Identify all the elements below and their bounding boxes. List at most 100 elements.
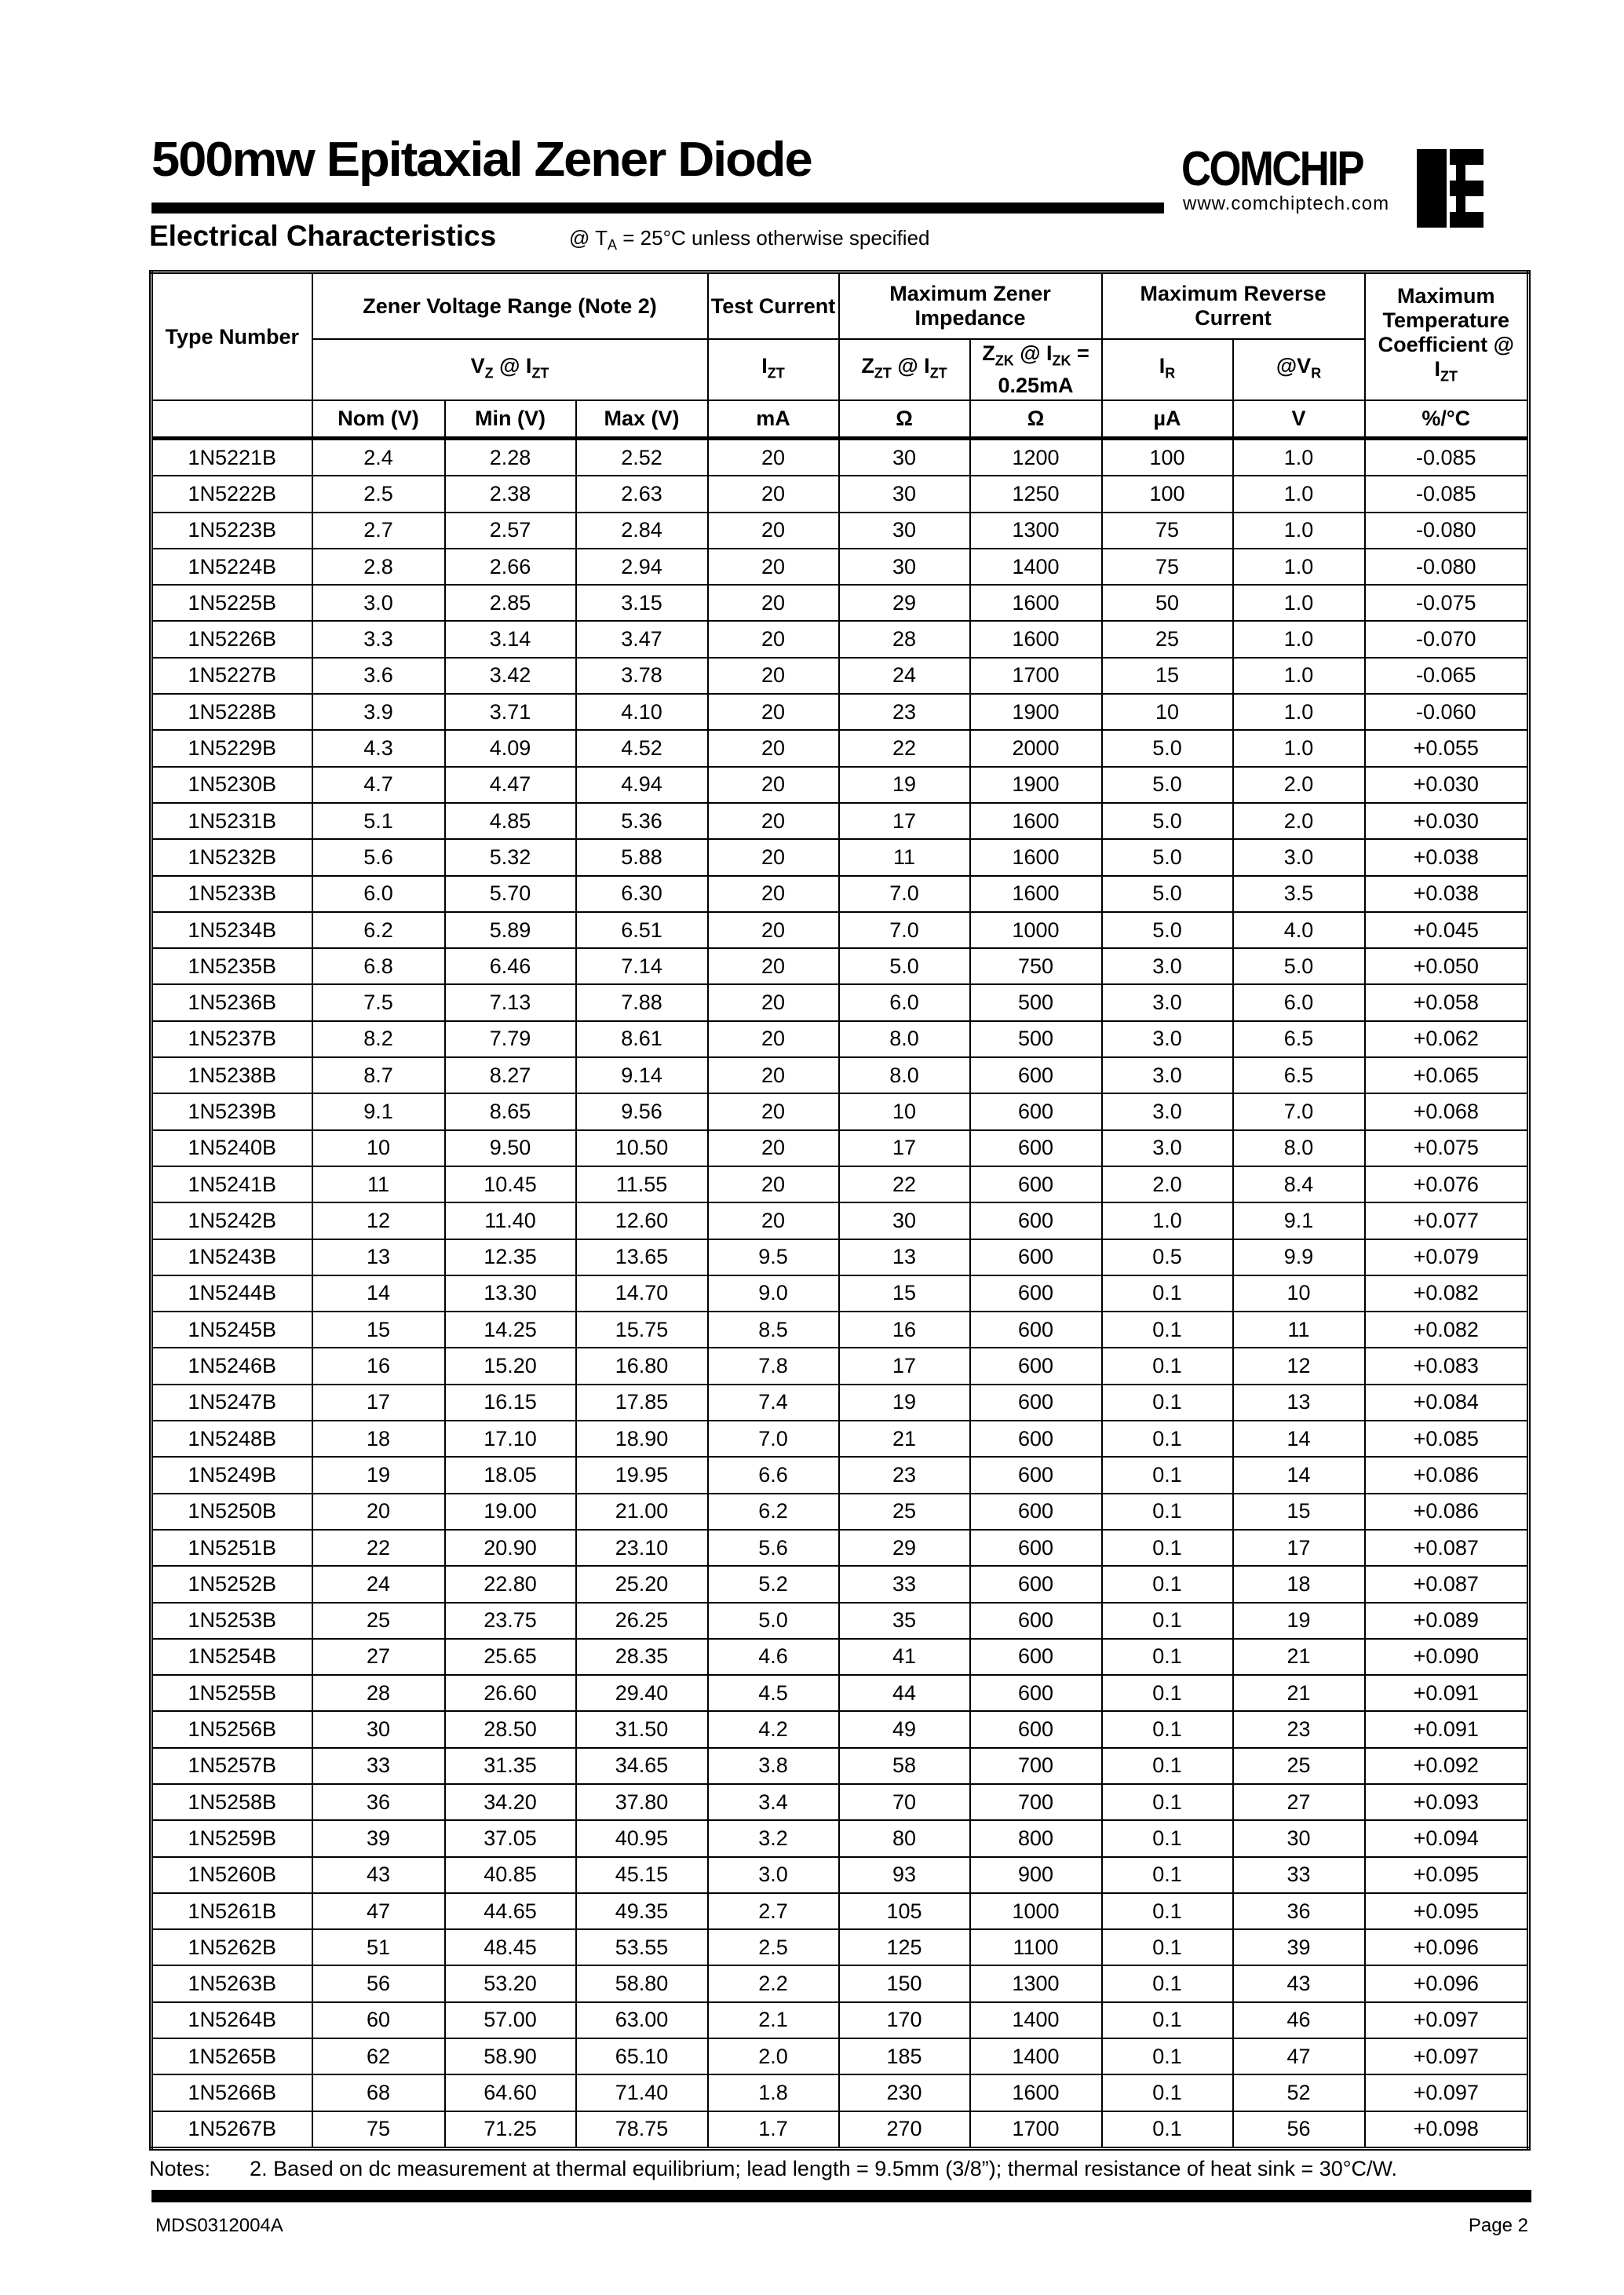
value-cell: 6.51 [575,910,709,950]
value-cell: 14.25 [443,1311,577,1349]
value-cell: 20 [706,1165,840,1204]
type-number-cell: 1N5256B [150,1710,313,1749]
value-cell: 2.94 [575,547,709,586]
value-cell: 44 [838,1674,971,1713]
value-cell: 5.89 [443,910,577,950]
value-cell: 80 [838,1819,971,1858]
value-cell: 4.47 [443,765,577,804]
table-row: 1N5230B 4.7 4.47 4.94 20 19 1900 5.0 2.0 +0.030 [150,765,1530,804]
value-cell: 5.36 [575,801,709,841]
value-cell: 75 [311,2110,446,2150]
header-zener-impedance: Maximum Zener Impedance [838,271,1103,340]
value-cell: 20.90 [443,1528,577,1567]
value-cell: 16 [838,1311,971,1349]
value-cell: 3.0 [1100,983,1234,1022]
value-cell: 10.50 [575,1129,709,1167]
type-number-cell: 1N5239B [150,1093,313,1131]
value-cell: 1100 [969,1928,1103,1967]
type-number-cell: 1N5251B [150,1528,313,1567]
value-cell: +0.087 [1363,1528,1530,1567]
value-cell: 3.0 [1100,1020,1234,1059]
value-cell: 6.2 [706,1492,840,1531]
value-cell: 0.1 [1100,2074,1234,2112]
value-cell: 12 [1232,1347,1366,1385]
type-number-cell: 1N5253B [150,1601,313,1640]
value-cell: 23 [838,1456,971,1494]
value-cell: 30 [838,475,971,513]
value-cell: 25.65 [443,1637,577,1677]
value-cell: 16.80 [575,1347,709,1385]
value-cell: 1600 [969,874,1103,913]
value-cell: 5.0 [1100,801,1234,841]
value-cell: 19 [838,765,971,804]
type-number-cell: 1N5261B [150,1892,313,1931]
value-cell: -0.080 [1363,547,1530,586]
table-row: 1N5222B 2.5 2.38 2.63 20 30 1250 100 1.0 -0.085 [150,475,1530,513]
value-cell: 34.65 [575,1746,709,1785]
value-cell: 10 [1232,1274,1366,1313]
value-cell: 50 [1100,584,1234,622]
type-number-cell: 1N5226B [150,620,313,659]
value-cell: 700 [969,1782,1103,1822]
type-number-cell: 1N5223B [150,511,313,549]
value-cell: 20 [706,729,840,768]
value-cell: 47 [311,1892,446,1931]
type-number-cell: 1N5260B [150,1855,313,1894]
table-row: 1N5250B 20 19.00 21.00 6.2 25 600 0.1 15 +0.086 [150,1492,1530,1531]
value-cell: 900 [969,1855,1103,1894]
value-cell: 28 [838,620,971,659]
header-test-current: Test Current [706,271,840,340]
value-cell: 4.94 [575,765,709,804]
value-cell: +0.084 [1363,1383,1530,1422]
value-cell: 1300 [969,511,1103,549]
value-cell: 1.0 [1232,511,1366,549]
value-cell: 0.1 [1100,1965,1234,2003]
header-zzk: ZZK @ IZK = 0.25mA [969,338,1103,401]
value-cell: +0.065 [1363,1056,1530,1095]
value-cell: 6.8 [311,947,446,986]
value-cell: 25 [838,1492,971,1531]
value-cell: 93 [838,1855,971,1894]
value-cell: 16 [311,1347,446,1385]
value-cell: +0.094 [1363,1819,1530,1858]
value-cell: 600 [969,1637,1103,1677]
value-cell: 51 [311,1928,446,1967]
type-number-cell: 1N5263B [150,1965,313,2003]
type-number-cell: 1N5254B [150,1637,313,1677]
value-cell: 12.60 [575,1202,709,1240]
value-cell: 23.10 [575,1528,709,1567]
table-row: 1N5240B 10 9.50 10.50 20 17 600 3.0 8.0 +0.075 [150,1129,1530,1167]
type-number-cell: 1N5242B [150,1202,313,1240]
value-cell: 20 [706,983,840,1022]
value-cell: 11 [311,1165,446,1204]
type-number-cell: 1N5227B [150,656,313,695]
value-cell: -0.085 [1363,437,1530,477]
value-cell: 63.00 [575,2001,709,2040]
value-cell: 13.65 [575,1238,709,1276]
value-cell: 20 [706,1056,840,1095]
value-cell: 0.1 [1100,1456,1234,1494]
value-cell: 20 [706,547,840,586]
value-cell: 11 [1232,1311,1366,1349]
value-cell: 1600 [969,801,1103,841]
value-cell: 5.2 [706,1565,840,1604]
value-cell: 10.45 [443,1165,577,1204]
value-cell: -0.060 [1363,693,1530,732]
value-cell: 35 [838,1601,971,1640]
value-cell: 4.5 [706,1674,840,1713]
value-cell: 170 [838,2001,971,2040]
value-cell: 7.0 [1232,1093,1366,1131]
unit-header: Min (V) [443,400,577,440]
value-cell: 600 [969,1056,1103,1095]
value-cell: 0.1 [1100,2110,1234,2150]
value-cell: 65.10 [575,2038,709,2076]
table-row: 1N5236B 7.5 7.13 7.88 20 6.0 500 3.0 6.0 +0.058 [150,983,1530,1022]
value-cell: 2.7 [706,1892,840,1931]
value-cell: 17 [1232,1528,1366,1567]
value-cell: 5.6 [706,1528,840,1567]
table-row: 1N5226B 3.3 3.14 3.47 20 28 1600 25 1.0 -0.070 [150,620,1530,659]
value-cell: 10 [311,1129,446,1167]
value-cell: 3.6 [311,656,446,695]
